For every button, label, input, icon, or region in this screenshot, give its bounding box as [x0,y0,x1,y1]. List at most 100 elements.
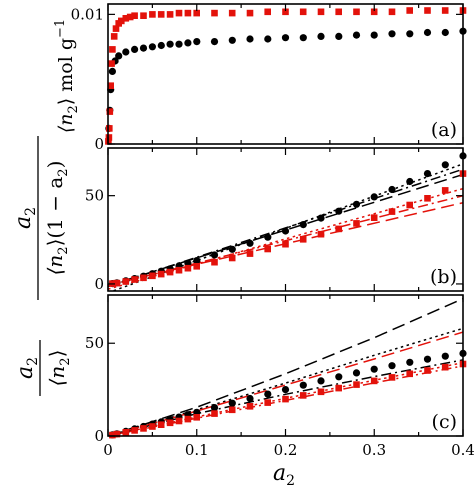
panel-c-x-tick-label: 0 [103,441,113,459]
panel-c-data-point [210,404,219,412]
panel-b-data-point [228,245,236,253]
panel-c-data-point [113,430,121,438]
panel-b-data-point [352,200,361,208]
panel-c-data-point [424,367,431,374]
panel-b-data-point [157,270,165,278]
panel-c-data-point [299,381,307,389]
panel-a-data-point [106,108,114,115]
panel-c-data-point [352,369,361,377]
panel-c-fit-line [108,298,463,436]
panel-b-data-point [423,170,432,178]
panel-b-data-point [353,220,360,227]
panel-b-data-point [370,214,378,221]
panel-a-ylabel-sub: 2 [66,105,81,113]
panel-a-data-point [264,8,271,16]
panel-a-data-point [118,17,125,25]
panel-b-data-point [317,214,325,222]
panel-b-data-point [317,230,325,238]
panel-a-ylabel: ⟨n2⟩ mol g−1 [53,19,81,133]
panel-a-data-point [388,30,396,38]
panel-b-data-point [149,272,156,280]
panel-c-data-point [299,392,307,399]
panel-c-ylabel-num: a [13,366,38,379]
panel-a-data-point [108,60,115,67]
panel-a-data-point [109,46,116,53]
panel-b-ylabel-den-a-sub: 2 [56,246,71,254]
panel-c-data-point [264,399,271,406]
panel-c-data-point [281,386,290,394]
panel-a-data-point [166,11,174,18]
panel-b-data-point [299,236,307,243]
panel-c-data-point [335,373,343,381]
panel-c-ylabel-den-a: ⟨n [45,366,69,387]
panel-c-data-point [370,365,378,373]
panel-a-data-point [424,7,431,14]
panel-b-data-point [424,195,431,202]
panel-c-data-point [370,377,378,385]
panel-a-data-point [299,34,307,42]
panel-c-data-point [282,395,289,403]
panel-c-data-point [175,417,183,425]
panel-c-data-point [157,421,165,428]
panel-a-data-point [299,8,307,16]
panel-a-data-point [264,35,272,43]
panel-a-data-point [110,33,118,40]
panel-c-x-tick-label: 0.2 [274,441,298,459]
panel-a-data-point [106,125,113,132]
panel-a-data-point [139,44,148,52]
panel-c-data-point [317,377,325,385]
panel-b-label: (b) [430,266,457,288]
panel-a-data-point [193,38,201,46]
panel-b-ylabel-den-b: ⟩(1 − a [43,177,67,247]
panel-a-data-point [370,8,378,16]
panel-a-ylabel-sup: −1 [53,19,68,38]
panel-b-data-point [246,250,254,257]
panel-a-data-point [131,45,139,54]
panel-b-data-point [211,258,218,266]
panel-a-data-point [388,8,396,16]
panel-a-data-point [149,11,156,18]
panel-c-data-point [317,388,325,396]
panel-c-data-point [166,419,174,427]
panel-a-data-point [228,36,236,44]
panel-b-data-point [370,193,378,201]
panel-c-ylabel-den-c: ⟩ [45,350,69,358]
panel-c-data-point [441,363,449,371]
panel-a-ylabel-prefix: ⟨n [55,113,77,133]
panel-b-data-point [122,278,130,285]
panel-a-data-point [115,52,123,60]
panel-a-data-point [184,9,192,17]
panel-a-ylabel-suffix: ⟩ mol g [55,38,77,105]
panel-c-y-tick-label: 50 [85,334,104,352]
panel-c-data-point [109,431,116,439]
panel-c-x-tick-label: 0.4 [451,441,474,459]
panel-a-data-point [131,12,138,19]
panel-c-label: (c) [432,411,457,433]
panel-a-data-point [352,31,361,39]
panel-b-data-point [184,264,192,272]
panel-b-ylabel-den-b-sub: 2 [56,168,71,176]
panel-a-data-point [423,28,432,37]
panel-b-data-point [441,187,449,194]
panel-c-data-point [406,358,414,366]
panel-b-data-point [299,221,307,229]
panel-c-ylabel: a2 ⟨n2⟩ [13,340,73,396]
panel-c-data-point [149,423,156,430]
panel-a-data-point [282,8,289,16]
panel-b-ylabel: a2 ⟨n2⟩(1 − a2) [11,136,71,300]
panel-c-data-point [122,429,130,436]
panel-a-data-point [184,39,192,47]
panel-c-data-point [388,374,396,381]
panel-c-data-point [441,352,449,360]
panel-a-frame [107,3,464,145]
panel-b: 0 50 (b) [85,147,467,293]
panel-b-data-point [228,254,236,262]
svg-text:⟨n2⟩ mol g−1: ⟨n2⟩ mol g−1 [53,19,81,133]
panel-a-data-point [126,13,134,21]
panel-b-data-point [193,257,201,265]
svg-text:a2: a2 [13,357,41,379]
panel-b-data-point [388,208,396,215]
panel-b-data-point [210,251,219,259]
panel-c: 0 50 (c) 0 0.1 0.2 0.3 0.4 [85,294,474,459]
